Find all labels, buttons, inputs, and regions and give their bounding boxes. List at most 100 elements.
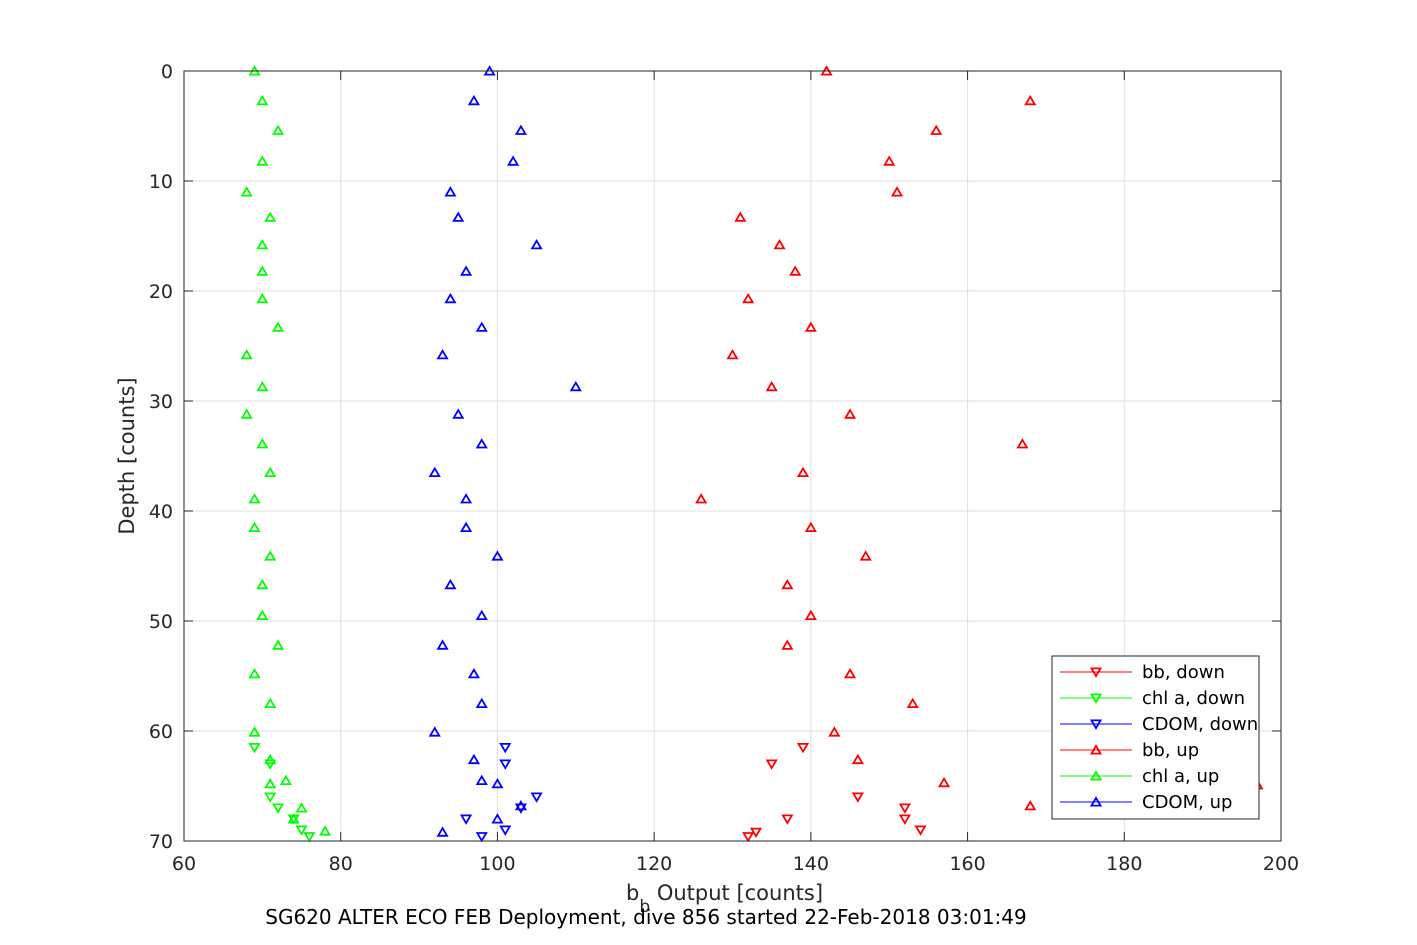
data-point (851, 753, 864, 765)
data-point (460, 814, 473, 825)
data-point (890, 186, 904, 197)
data-point (1024, 94, 1037, 106)
data-point (781, 578, 794, 590)
data-point (765, 759, 778, 770)
data-point (734, 211, 747, 222)
data-point (475, 438, 488, 449)
data-point (804, 609, 817, 620)
data-point (452, 408, 465, 419)
data-point (796, 743, 810, 754)
y-tick-label: 0 (161, 61, 173, 83)
data-point (264, 777, 277, 789)
data-point (436, 826, 449, 837)
data-point (475, 321, 488, 332)
data-point (804, 321, 817, 332)
legend-label: chl a, up (1142, 766, 1219, 787)
data-point (843, 408, 857, 419)
x-axis-label-rest: Output [counts] (650, 881, 823, 905)
y-tick-label: 20 (149, 281, 173, 303)
caption: SG620 ALTER ECO FEB Deployment, dive 856… (265, 905, 1026, 929)
data-point (937, 776, 951, 788)
data-point (467, 753, 480, 765)
data-point (514, 803, 528, 814)
legend-label: CDOM, down (1142, 714, 1258, 735)
x-tick-label: 100 (479, 853, 515, 875)
data-point (240, 348, 253, 360)
data-point (530, 238, 543, 250)
data-point (828, 726, 841, 737)
x-tick-label: 180 (1106, 853, 1142, 875)
legend-label: chl a, down (1142, 688, 1245, 709)
data-point (475, 609, 488, 620)
data-point (256, 238, 269, 250)
data-point (256, 438, 269, 449)
data-point (256, 578, 269, 590)
data-point (460, 265, 473, 276)
data-point (507, 155, 520, 166)
data-point (444, 578, 457, 590)
data-point (467, 94, 480, 106)
x-axis-label-main: b (626, 881, 639, 905)
data-point (271, 124, 285, 135)
data-point (514, 799, 528, 811)
legend: bb, down chl a, down CDOM, down bb, up chl a… (1051, 655, 1260, 820)
data-point (248, 521, 261, 532)
x-axis-label: bb Output [counts] (626, 881, 823, 917)
legend-label: bb, up (1142, 740, 1199, 761)
data-point (248, 667, 261, 679)
data-point (491, 550, 504, 561)
x-tick-label: 120 (636, 853, 672, 875)
x-tick-label: 160 (949, 853, 985, 875)
legend-item: bb, up (1060, 740, 1199, 761)
data-point (256, 380, 269, 392)
data-point (851, 792, 864, 803)
data-point (1024, 799, 1037, 811)
data-point (930, 124, 943, 135)
data-point (264, 759, 277, 770)
legend-label: bb, down (1142, 662, 1225, 683)
data-point (914, 825, 927, 836)
legend-box (1051, 655, 1260, 820)
data-point (742, 292, 755, 304)
y-tick-label: 10 (149, 171, 173, 193)
data-point (898, 814, 911, 825)
data-point (256, 609, 269, 620)
data-point (514, 124, 528, 135)
y-tick-label: 70 (149, 831, 173, 853)
legend-marker (1089, 744, 1103, 755)
legend-marker (1089, 667, 1103, 678)
legend-label: CDOM, up (1142, 792, 1232, 813)
data-point (240, 408, 253, 419)
data-point (295, 802, 308, 813)
data-point (695, 493, 708, 504)
data-point (279, 774, 292, 785)
data-point (264, 211, 277, 222)
data-point (796, 466, 810, 478)
data-point (256, 292, 269, 304)
data-point (859, 550, 872, 561)
legend-marker (1089, 693, 1103, 704)
data-point (248, 726, 261, 737)
data-point (264, 753, 277, 765)
series-0 (742, 743, 927, 843)
x-tick-label: 140 (793, 853, 829, 875)
data-point (287, 813, 300, 824)
data-point (444, 186, 457, 197)
data-point (1016, 438, 1029, 449)
y-tick-label: 60 (149, 721, 173, 743)
data-point (460, 521, 473, 532)
data-point (264, 697, 277, 708)
data-point (765, 380, 778, 392)
data-point (295, 825, 308, 836)
data-point (264, 550, 277, 561)
plot-frame (183, 70, 1282, 842)
data-point (428, 726, 441, 737)
series-layer (240, 65, 1264, 843)
x-tick-label: 60 (172, 853, 196, 875)
data-point (906, 697, 919, 708)
data-point (452, 211, 465, 222)
data-point (773, 238, 786, 250)
data-point (436, 639, 449, 650)
y-axis-label: Depth [counts] (115, 377, 139, 534)
